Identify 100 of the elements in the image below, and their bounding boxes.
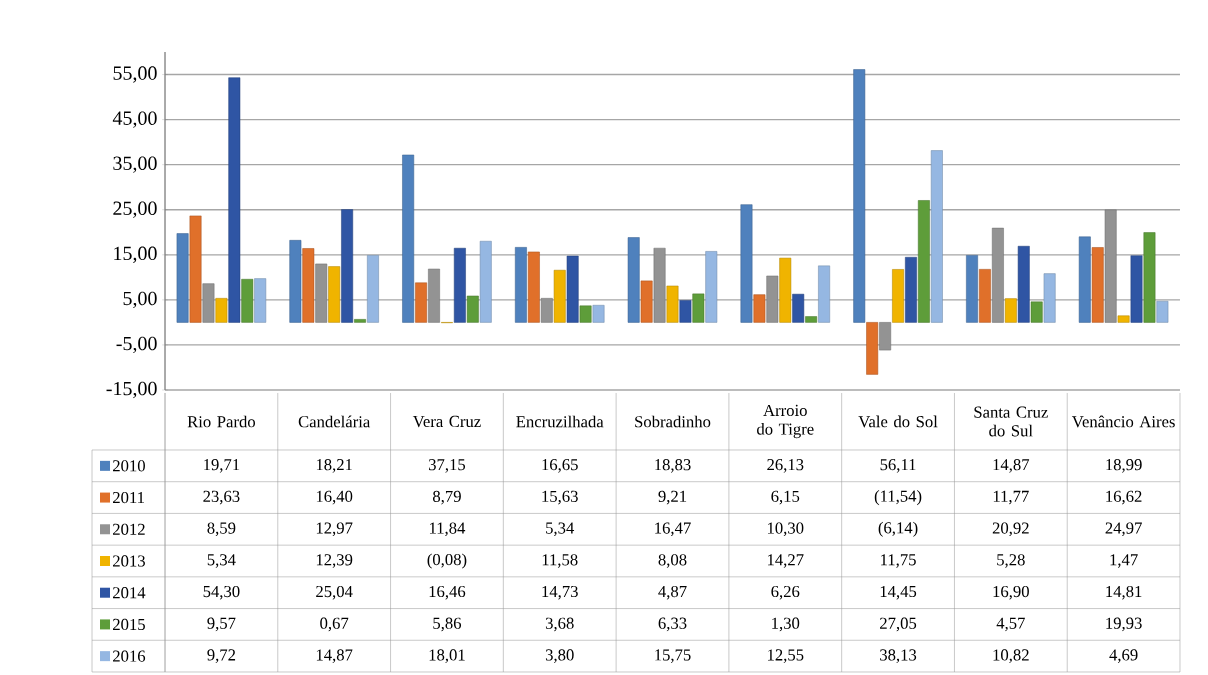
data-label: 8,08 [658,554,687,568]
y-tick-label: 15,00 [114,246,157,263]
bar [367,255,379,323]
bar [679,300,692,323]
data-label: 27,05 [880,617,917,632]
data-label: 16,90 [993,585,1029,600]
data-label: 12,55 [768,649,804,663]
bar [540,298,553,323]
data-label: 5,86 [433,617,462,632]
data-label: 18,01 [429,649,465,663]
data-label: 1,47 [1110,554,1138,568]
data-label: 9,21 [658,490,687,505]
y-tick-label: 35,00 [113,156,157,173]
y-tick-label: 55,00 [113,66,157,83]
bar [766,275,779,323]
data-label: 8,59 [207,522,236,537]
bar [1143,232,1156,323]
bar [328,266,341,323]
bar [627,237,640,323]
data-label: 10,82 [993,649,1029,663]
data-label: 16,65 [542,459,578,473]
bar [289,240,302,323]
bar [453,247,466,323]
data-label: 5,34 [207,554,236,568]
data-label: 5,34 [546,522,575,537]
bar [930,150,943,323]
data-label: 4,87 [658,585,687,600]
y-tick-label: -15,00 [106,381,157,399]
data-label: 5,28 [997,554,1025,568]
x-tick-label: Santa Cruz do Sul [974,406,1048,437]
bar [792,293,805,323]
bar [215,298,228,323]
bar [176,233,189,323]
data-label: (11,54) [874,490,922,506]
bar [1117,315,1130,323]
bar [705,251,718,323]
data-label: 37,15 [429,459,466,473]
data-label: 14,87 [993,459,1030,473]
y-tick-label: 45,00 [112,111,157,128]
bar [805,316,818,323]
bar [341,209,354,323]
legend-label: 2015 [113,618,145,631]
bar [991,227,1004,323]
x-tick-label: Candelária [298,415,371,428]
bar [879,322,892,351]
x-tick-label: Sobradinho [635,415,711,428]
data-label: 15,75 [655,649,691,663]
y-tick-label: -5,00 [116,336,157,354]
data-label: 56,11 [880,459,916,473]
bar [1156,300,1169,323]
data-label: 3,68 [545,617,574,632]
bar [653,247,666,323]
legend-label: 2011 [113,491,144,504]
legend-label: 2016 [113,650,146,662]
bar [892,269,904,323]
bar [202,283,215,323]
data-label: (0,08) [427,553,467,569]
y-tick-label: 25,00 [113,201,157,218]
data-label: 14,87 [316,649,353,663]
bar [514,247,527,323]
legend-label: 2013 [113,555,145,567]
bar [241,279,254,323]
bar [753,294,766,323]
bar [466,295,479,323]
data-label: 16,47 [655,522,691,537]
data-label: 38,13 [880,649,917,663]
data-label: 15,63 [542,490,578,505]
legend-label: 2010 [113,460,145,472]
x-tick-label: Vera Cruz [412,415,481,428]
data-label: 6,15 [771,490,800,505]
bar [1043,273,1056,323]
x-tick-label: Venâncio Aires [1071,415,1175,428]
bar [917,200,930,323]
data-label: 19,93 [1106,617,1142,632]
bar [579,305,592,323]
bar [1078,236,1091,323]
bar [527,251,540,323]
bar [666,285,679,323]
bar [228,77,241,323]
bar [553,269,566,323]
bar [566,255,579,323]
data-label: 16,40 [316,490,353,505]
data-label: 26,13 [767,459,804,473]
x-tick-label: Encruzilhada [516,415,604,428]
bar [254,278,267,323]
bar [1030,301,1043,323]
data-label: 18,83 [655,459,691,473]
bar [354,319,366,323]
data-label: 9,57 [207,617,236,632]
data-label: 11,58 [542,554,578,568]
bar [1004,298,1017,323]
data-label: 24,97 [1105,522,1142,537]
bar [1104,209,1117,323]
data-label: 14,27 [768,554,804,568]
data-label: 11,84 [429,522,466,537]
data-label: 14,45 [880,585,917,600]
bar [1130,255,1143,323]
data-label: 12,39 [316,554,353,568]
data-label: 18,99 [1106,459,1142,473]
data-label: 8,79 [433,490,461,505]
